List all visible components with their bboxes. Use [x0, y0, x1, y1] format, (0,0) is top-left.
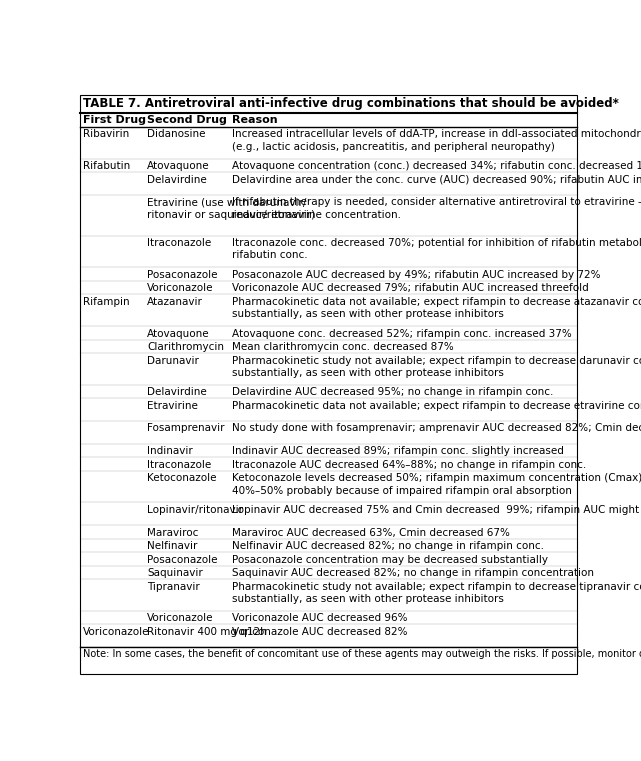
Text: Pharmacokinetic data not available; expect rifampin to decrease atazanavir conce: Pharmacokinetic data not available; expe…: [231, 297, 641, 320]
Text: Saquinavir: Saquinavir: [147, 568, 203, 578]
Text: Increased intracellular levels of ddA-TP, increase in ddI-associated mitochondri: Increased intracellular levels of ddA-TP…: [231, 129, 641, 151]
Text: Ketoconazole levels decreased 50%; rifampin maximum concentration (Cmax) decreas: Ketoconazole levels decreased 50%; rifam…: [231, 473, 641, 495]
Text: Delavirdine: Delavirdine: [147, 174, 207, 185]
Text: Ritonavir 400 mg q12h: Ritonavir 400 mg q12h: [147, 627, 267, 637]
Text: Rifabutin: Rifabutin: [83, 161, 130, 171]
Text: Atovaquone concentration (conc.) decreased 34%; rifabutin conc. decreased 19%: Atovaquone concentration (conc.) decreas…: [231, 161, 641, 171]
Text: Clarithromycin: Clarithromycin: [147, 342, 224, 352]
Text: Etravirine (use with darunavir/
ritonavir or saquinavir/ritonavir): Etravirine (use with darunavir/ ritonavi…: [147, 197, 315, 220]
Text: Pharmacokinetic study not available; expect rifampin to decrease tipranavir conc: Pharmacokinetic study not available; exp…: [231, 581, 641, 604]
Text: Etravirine: Etravirine: [147, 401, 198, 411]
Text: Fosamprenavir: Fosamprenavir: [147, 423, 225, 434]
Text: TABLE 7. Antiretroviral anti-infective drug combinations that should be avoided*: TABLE 7. Antiretroviral anti-infective d…: [83, 97, 619, 110]
Text: Voriconazole: Voriconazole: [147, 613, 213, 623]
Text: Lopinavir/ritonavir: Lopinavir/ritonavir: [147, 505, 243, 515]
Text: Indinavir: Indinavir: [147, 446, 193, 456]
Text: Tipranavir: Tipranavir: [147, 581, 200, 591]
Text: Maraviroc AUC decreased 63%, Cmin decreased 67%: Maraviroc AUC decreased 63%, Cmin decrea…: [231, 527, 510, 537]
Text: Didanosine: Didanosine: [147, 129, 206, 139]
Text: Itraconazole conc. decreased 70%; potential for inhibition of rifabutin metaboli: Itraconazole conc. decreased 70%; potent…: [231, 238, 641, 260]
Text: Posaconazole concentration may be decreased substantially: Posaconazole concentration may be decrea…: [231, 555, 547, 565]
Text: Itraconazole: Itraconazole: [147, 238, 212, 248]
Text: Atovaquone: Atovaquone: [147, 161, 210, 171]
Text: Nelfinavir: Nelfinavir: [147, 541, 197, 551]
Text: Ketoconazole: Ketoconazole: [147, 473, 217, 483]
Text: Itraconazole AUC decreased 64%–88%; no change in rifampin conc.: Itraconazole AUC decreased 64%–88%; no c…: [231, 460, 586, 470]
Text: Mean clarithromycin conc. decreased 87%: Mean clarithromycin conc. decreased 87%: [231, 342, 453, 352]
Text: No study done with fosamprenavir; amprenavir AUC decreased 82%; Cmin decreased 9: No study done with fosamprenavir; ampren…: [231, 423, 641, 434]
Text: First Drug: First Drug: [83, 115, 146, 125]
Text: Lopinavir AUC decreased 75% and Cmin decreased  99%; rifampin AUC might be incre: Lopinavir AUC decreased 75% and Cmin dec…: [231, 505, 641, 515]
Text: Note: In some cases, the benefit of concomitant use of these agents may outweigh: Note: In some cases, the benefit of conc…: [83, 649, 641, 659]
Text: Voriconazole: Voriconazole: [83, 627, 149, 637]
Text: Rifampin: Rifampin: [83, 297, 129, 307]
Text: Second Drug: Second Drug: [147, 115, 227, 125]
Text: Posaconazole: Posaconazole: [147, 555, 218, 565]
Text: Voriconazole AUC decreased 96%: Voriconazole AUC decreased 96%: [231, 613, 407, 623]
Text: Pharmacokinetic data not available; expect rifampin to decrease etravirine conce: Pharmacokinetic data not available; expe…: [231, 401, 641, 411]
Text: Delavirdine AUC decreased 95%; no change in rifampin conc.: Delavirdine AUC decreased 95%; no change…: [231, 387, 553, 397]
Text: Reason: Reason: [231, 115, 278, 125]
Text: Delavirdine area under the conc. curve (AUC) decreased 90%; rifabutin AUC increa: Delavirdine area under the conc. curve (…: [231, 174, 641, 185]
Text: If rifabutin therapy is needed, consider alternative antiretroviral to etravirin: If rifabutin therapy is needed, consider…: [231, 197, 641, 220]
Text: Atazanavir: Atazanavir: [147, 297, 203, 307]
Text: Delavirdine: Delavirdine: [147, 387, 207, 397]
Text: Posaconazole: Posaconazole: [147, 270, 218, 280]
Text: Atovaquone conc. decreased 52%; rifampin conc. increased 37%: Atovaquone conc. decreased 52%; rifampin…: [231, 329, 571, 339]
Text: Pharmacokinetic study not available; expect rifampin to decrease darunavir conce: Pharmacokinetic study not available; exp…: [231, 355, 641, 378]
Text: Ribavirin: Ribavirin: [83, 129, 129, 139]
Text: Atovaquone: Atovaquone: [147, 329, 210, 339]
Text: Voriconazole AUC decreased 79%; rifabutin AUC increased threefold: Voriconazole AUC decreased 79%; rifabuti…: [231, 283, 588, 293]
Text: Indinavir AUC decreased 89%; rifampin conc. slightly increased: Indinavir AUC decreased 89%; rifampin co…: [231, 446, 563, 456]
Text: Posaconazole AUC decreased by 49%; rifabutin AUC increased by 72%: Posaconazole AUC decreased by 49%; rifab…: [231, 270, 600, 280]
Text: Voriconazole: Voriconazole: [147, 283, 213, 293]
Text: Maraviroc: Maraviroc: [147, 527, 199, 537]
Text: Voriconazole AUC decreased 82%: Voriconazole AUC decreased 82%: [231, 627, 407, 637]
Text: Nelfinavir AUC decreased 82%; no change in rifampin conc.: Nelfinavir AUC decreased 82%; no change …: [231, 541, 544, 551]
Text: Saquinavir AUC decreased 82%; no change in rifampin concentration: Saquinavir AUC decreased 82%; no change …: [231, 568, 594, 578]
Text: Itraconazole: Itraconazole: [147, 460, 212, 470]
Text: Darunavir: Darunavir: [147, 355, 199, 365]
